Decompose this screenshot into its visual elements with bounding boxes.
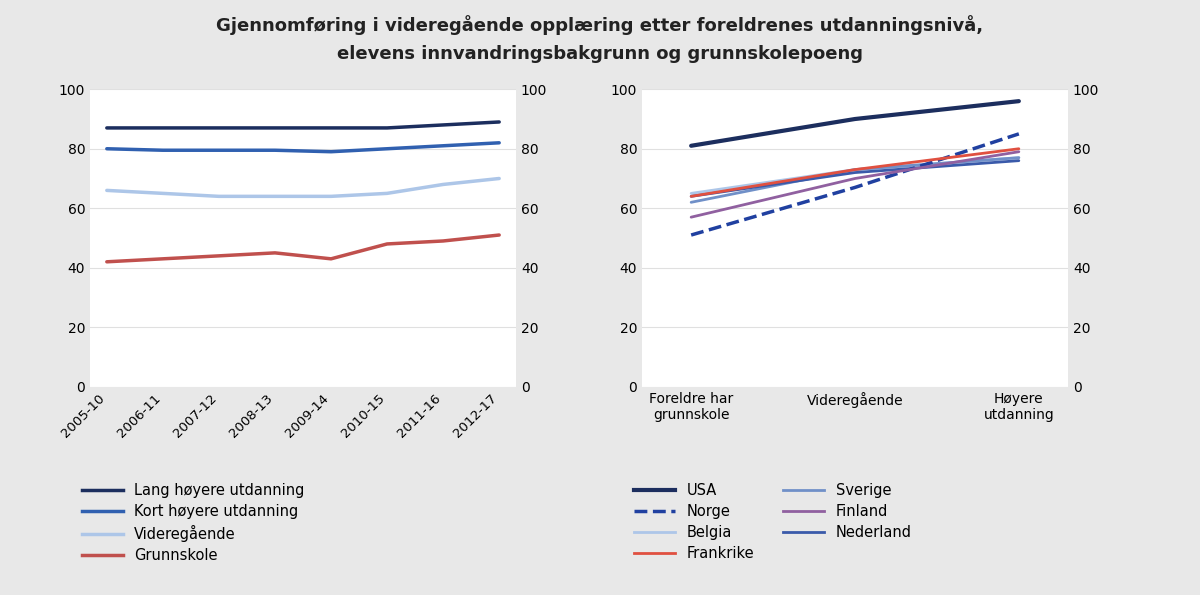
Legend: Lang høyere utdanning, Kort høyere utdanning, Videregående, Grunnskole: Lang høyere utdanning, Kort høyere utdan…	[76, 477, 311, 569]
Text: elevens innvandringsbakgrunn og grunnskolepoeng: elevens innvandringsbakgrunn og grunnsko…	[337, 45, 863, 62]
Legend: USA, Norge, Belgia, Frankrike, Sverige, Finland, Nederland, : USA, Norge, Belgia, Frankrike, Sverige, …	[628, 477, 918, 566]
Text: Gjennomføring i videregående opplæring etter foreldrenes utdanningsnivå,: Gjennomføring i videregående opplæring e…	[216, 15, 984, 35]
